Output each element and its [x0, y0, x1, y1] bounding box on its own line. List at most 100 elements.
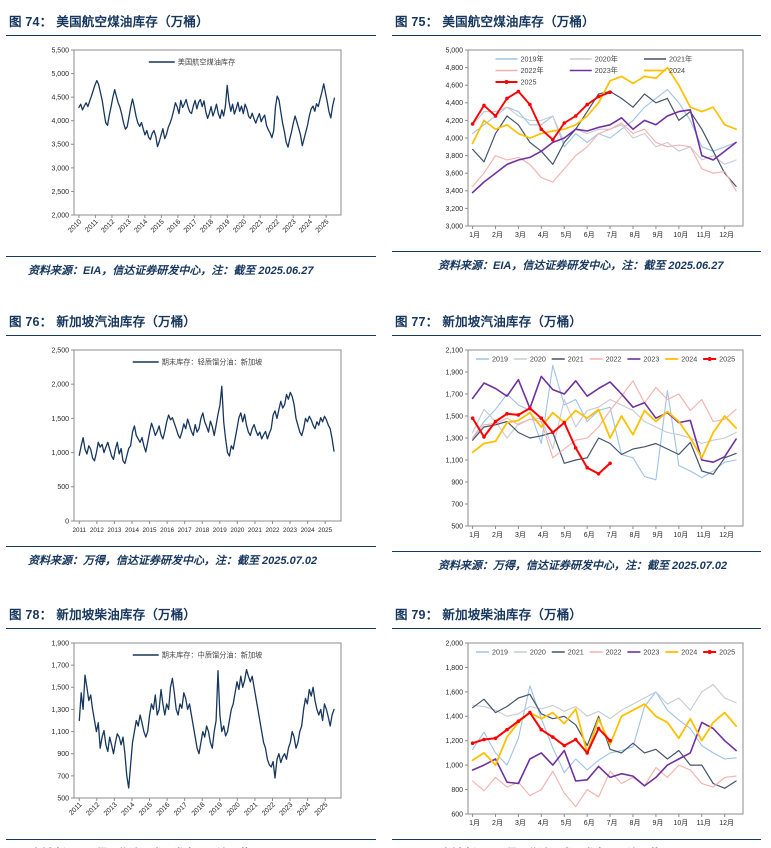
svg-text:10月: 10月	[673, 231, 688, 239]
figure-75-title-text: 美国航空煤油库存（万桶）	[442, 15, 595, 29]
svg-text:2025: 2025	[521, 78, 537, 87]
svg-text:2023: 2023	[279, 801, 295, 817]
svg-text:2021: 2021	[568, 355, 584, 364]
svg-text:2022: 2022	[261, 801, 277, 817]
svg-text:2021: 2021	[249, 218, 265, 234]
figure-74-number: 图 74：	[9, 15, 53, 29]
svg-text:4,600: 4,600	[445, 83, 463, 90]
svg-text:10月: 10月	[673, 531, 688, 539]
svg-text:1,700: 1,700	[445, 391, 463, 398]
svg-text:1,400: 1,400	[445, 714, 463, 721]
svg-text:9月: 9月	[652, 231, 663, 239]
svg-text:2,000: 2,000	[445, 640, 463, 647]
svg-text:3月: 3月	[515, 531, 526, 539]
svg-text:3,600: 3,600	[445, 171, 463, 178]
figure-76: 图 76： 新加坡汽油库存（万桶） 0 500 1,000 1,500 2,000 2,50…	[0, 300, 386, 593]
svg-text:2021: 2021	[248, 527, 263, 534]
svg-text:2022: 2022	[265, 527, 280, 534]
svg-text:2013: 2013	[103, 801, 119, 817]
svg-text:2,500: 2,500	[51, 189, 69, 196]
figure-77-number: 图 77：	[395, 315, 439, 329]
svg-text:6月: 6月	[584, 531, 595, 539]
svg-text:12月: 12月	[719, 531, 734, 539]
svg-text:9月: 9月	[652, 531, 663, 539]
svg-text:2,000: 2,000	[51, 382, 69, 389]
figure-76-title-text: 新加坡汽油库存（万桶）	[56, 315, 197, 329]
svg-text:2021年: 2021年	[669, 55, 692, 64]
svg-text:2022: 2022	[606, 355, 622, 364]
svg-text:2月: 2月	[492, 819, 503, 827]
svg-text:4,400: 4,400	[445, 100, 463, 107]
svg-text:2月: 2月	[492, 531, 503, 539]
svg-text:3,000: 3,000	[445, 223, 463, 230]
svg-text:3月: 3月	[515, 231, 526, 239]
svg-text:2010: 2010	[67, 218, 83, 234]
svg-text:2024: 2024	[298, 218, 314, 234]
svg-text:7月: 7月	[607, 531, 618, 539]
svg-text:500: 500	[57, 484, 69, 491]
svg-text:2012: 2012	[100, 218, 116, 234]
svg-text:2019: 2019	[492, 355, 508, 364]
svg-text:1,500: 1,500	[51, 416, 69, 423]
svg-text:10月: 10月	[673, 819, 688, 827]
svg-text:2019: 2019	[492, 648, 508, 657]
svg-text:5,500: 5,500	[51, 47, 69, 54]
svg-text:2,500: 2,500	[51, 347, 69, 354]
svg-text:2024: 2024	[681, 355, 697, 364]
svg-text:4月: 4月	[538, 819, 549, 827]
svg-text:1,900: 1,900	[51, 640, 69, 647]
figure-75: 图 75： 美国航空煤油库存（万桶） 3,000 3,200 3,400 3,600 3,…	[386, 0, 771, 300]
figure-79-source: 资料来源：万得，信达证券研发中心，注：截至 2025.07.02	[392, 839, 761, 848]
svg-text:1月: 1月	[469, 819, 480, 827]
figure-79-title-text: 新加坡柴油库存（万桶）	[442, 608, 583, 622]
figure-76-title: 图 76： 新加坡汽油库存（万桶）	[6, 308, 376, 336]
svg-text:2,000: 2,000	[51, 212, 69, 219]
svg-text:2020: 2020	[226, 801, 242, 817]
svg-text:2月: 2月	[492, 231, 503, 239]
figure-78-title-text: 新加坡柴油库存（万桶）	[56, 608, 197, 622]
svg-text:3,400: 3,400	[445, 188, 463, 195]
svg-text:2011: 2011	[68, 801, 84, 817]
svg-text:2018: 2018	[191, 801, 207, 817]
svg-text:1,000: 1,000	[445, 763, 463, 770]
svg-text:2014: 2014	[133, 218, 149, 234]
svg-text:9月: 9月	[652, 819, 663, 827]
svg-text:1,500: 1,500	[445, 413, 463, 420]
figure-76-source: 资料来源：万得，信达证券研发中心，注：截至 2025.07.02	[6, 546, 376, 568]
svg-text:2014: 2014	[120, 801, 136, 817]
svg-text:2011: 2011	[72, 527, 86, 534]
svg-text:4,000: 4,000	[51, 118, 69, 125]
svg-text:5,000: 5,000	[445, 47, 463, 54]
svg-text:1,100: 1,100	[445, 457, 463, 464]
figure-78-chart-area: 500 700 900 1,100 1,300 1,500 1,700 1,900 2011 20…	[28, 637, 376, 837]
svg-text:11月: 11月	[697, 531, 711, 539]
svg-text:2011: 2011	[84, 218, 100, 234]
svg-text:2023年: 2023年	[595, 66, 618, 75]
svg-text:2024: 2024	[301, 527, 316, 534]
svg-text:2015: 2015	[138, 801, 154, 817]
svg-text:期末库存：轻质馏分油：新加坡: 期末库存：轻质馏分油：新加坡	[162, 358, 263, 367]
figure-79: 图 79： 新加坡柴油库存（万桶） 600 800 1,000 1,200 1,400 1,…	[386, 593, 771, 848]
svg-text:2016: 2016	[160, 527, 175, 534]
figure-78-number: 图 78：	[9, 608, 53, 622]
figure-74-line-chart: 2,000 2,500 3,000 3,500 4,000 4,500 5,000 5,500…	[51, 47, 342, 234]
svg-text:2019年: 2019年	[521, 55, 544, 64]
svg-text:2025: 2025	[719, 648, 735, 657]
svg-text:2020: 2020	[530, 355, 546, 364]
svg-text:2023: 2023	[643, 648, 659, 657]
figure-78-title: 图 78： 新加坡柴油库存（万桶）	[6, 601, 376, 629]
svg-text:2022: 2022	[265, 218, 281, 234]
svg-text:1,600: 1,600	[445, 689, 463, 696]
svg-text:2020: 2020	[530, 648, 546, 657]
svg-text:4月: 4月	[538, 531, 549, 539]
svg-text:5,000: 5,000	[51, 71, 69, 78]
svg-text:2014: 2014	[125, 527, 140, 534]
svg-text:0: 0	[65, 518, 69, 525]
svg-text:2020: 2020	[232, 218, 248, 234]
svg-text:2024: 2024	[681, 648, 697, 657]
figure-76-number: 图 76：	[9, 315, 53, 329]
svg-text:2024: 2024	[669, 66, 685, 75]
svg-text:1,100: 1,100	[51, 729, 69, 736]
